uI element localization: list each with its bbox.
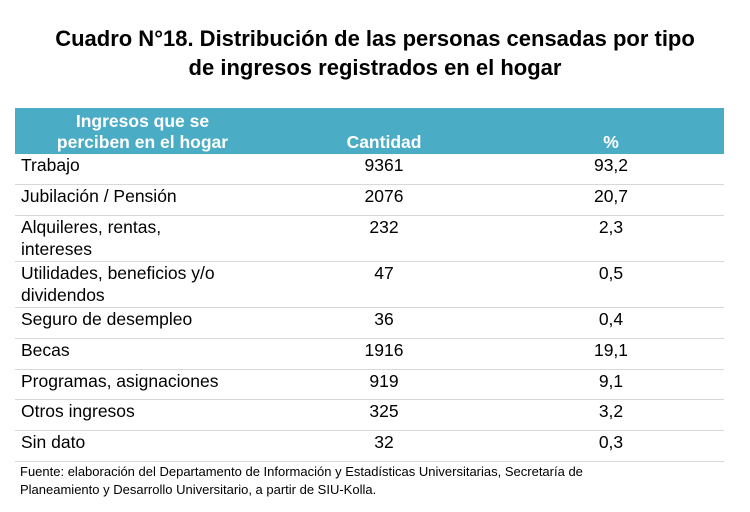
row-percent: 9,1 [498,369,724,401]
row-label: Becas [15,338,270,370]
row-quantity: 325 [270,399,498,432]
source-note-line-2: Planeamiento y Desarrollo Universitario,… [20,482,377,497]
row-label: Programas, asignaciones [15,369,270,401]
header-row: Ingresos que se perciben en el hogar Can… [15,108,724,154]
table-row: Seguro de desempleo 36 0,4 [15,307,724,339]
row-percent: 0,3 [498,430,724,463]
row-label-line-1: Otros ingresos [21,401,135,422]
row-label: Jubilación / Pensión [15,184,270,217]
header-income-type-line-2: perciben en el hogar [56,132,229,152]
row-label-line-1: Trabajo [21,155,80,175]
table-row: Becas 1916 19,1 [15,338,724,370]
row-label: Sin dato [15,430,270,463]
row-quantity: 9361 [270,154,498,186]
table-row: Otros ingresos 325 3,2 [15,399,724,432]
row-label-line-2: intereses [21,239,93,260]
row-quantity: 919 [270,369,498,401]
table-title: Cuadro N°18. Distribución de las persona… [0,24,750,82]
row-label-line-1: Jubilación / Pensión [21,186,177,207]
row-percent: 2,3 [498,215,724,263]
table-body: Trabajo 9361 93,2 Jubilación / Pensión 2… [15,154,724,463]
row-percent: 0,4 [498,307,724,339]
table-header: Ingresos que se perciben en el hogar Can… [15,108,724,154]
row-percent: 0,5 [498,261,724,309]
header-quantity: Cantidad [270,108,498,154]
row-quantity: 232 [270,215,498,263]
row-label-line-1: Programas, asignaciones [21,370,219,391]
row-label-line-2: dividendos [21,285,105,306]
row-percent: 3,2 [498,399,724,432]
table-row: Utilidades, beneficios y/o dividendos 47… [15,261,724,309]
row-label-line-1: Alquileres, rentas, [21,217,162,238]
row-percent: 20,7 [498,184,724,217]
row-quantity: 36 [270,307,498,339]
row-label-line-1: Sin dato [21,432,86,453]
row-label: Alquileres, rentas, intereses [15,215,270,263]
row-label-line-1: Seguro de desempleo [21,309,193,330]
table-row: Alquileres, rentas, intereses 232 2,3 [15,215,724,263]
source-note: Fuente: elaboración del Departamento de … [20,463,720,499]
source-note-line-1: Fuente: elaboración del Departamento de … [20,464,583,479]
row-label: Seguro de desempleo [15,307,270,339]
header-income-type: Ingresos que se perciben en el hogar [15,108,270,154]
header-income-type-line-1: Ingresos que se [75,111,210,131]
table-row: Jubilación / Pensión 2076 20,7 [15,184,724,217]
row-percent: 93,2 [498,154,724,186]
row-label: Trabajo [15,154,270,186]
income-table: Ingresos que se perciben en el hogar Can… [15,108,724,463]
row-label: Otros ingresos [15,399,270,432]
table-title-line-1: Cuadro N°18. Distribución de las persona… [55,26,695,51]
header-percent: % [498,108,724,154]
row-quantity: 32 [270,430,498,463]
row-label-line-1: Utilidades, beneficios y/o [21,263,215,284]
row-label: Utilidades, beneficios y/o dividendos [15,261,270,309]
table-title-line-2: de ingresos registrados en el hogar [188,55,562,80]
table-row: Programas, asignaciones 919 9,1 [15,369,724,401]
table-row: Sin dato 32 0,3 [15,430,724,463]
row-percent: 19,1 [498,338,724,370]
row-quantity: 1916 [270,338,498,370]
row-label-line-1: Becas [21,339,70,360]
row-quantity: 2076 [270,184,498,217]
row-quantity: 47 [270,261,498,309]
table-row: Trabajo 9361 93,2 [15,154,724,186]
